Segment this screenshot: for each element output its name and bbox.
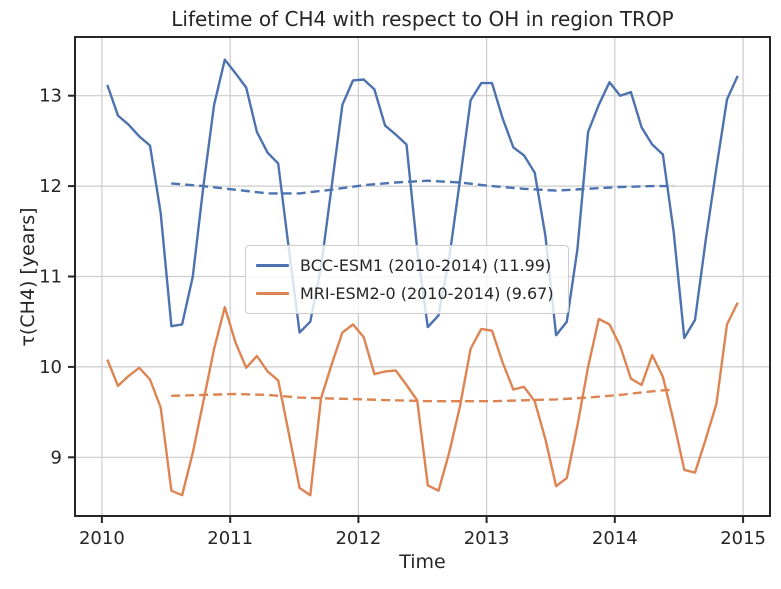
x-tick-label-2014: 2014 bbox=[592, 528, 638, 549]
legend-line-sample-blue bbox=[256, 264, 289, 267]
legend-label-bcc-esm1: BCC-ESM1 (2010-2014) (11.99) bbox=[300, 256, 552, 275]
y-axis-label: τ(CH4) [years] bbox=[17, 207, 39, 347]
y-tick-label-10: 10 bbox=[39, 357, 62, 378]
x-tick-label-2015: 2015 bbox=[720, 528, 766, 549]
legend-item-bcc-esm1: BCC-ESM1 (2010-2014) (11.99) bbox=[256, 253, 554, 278]
y-tick-label-9: 9 bbox=[51, 447, 62, 468]
chart-title: Lifetime of CH4 with respect to OH in re… bbox=[171, 7, 674, 31]
legend-line-sample-orange bbox=[256, 292, 289, 295]
x-tick-label-2011: 2011 bbox=[207, 528, 253, 549]
series-line-mri-esm2-0-monthly bbox=[106, 302, 739, 497]
x-tick-label-2013: 2013 bbox=[464, 528, 510, 549]
y-tick-label-12: 12 bbox=[39, 176, 62, 197]
legend: BCC-ESM1 (2010-2014) (11.99) MRI-ESM2-0 … bbox=[245, 245, 569, 314]
legend-label-mri-esm2-0: MRI-ESM2-0 (2010-2014) (9.67) bbox=[300, 284, 554, 303]
x-axis-label: Time bbox=[399, 551, 446, 573]
series-line-bcc-esm1-running-mean bbox=[171, 179, 674, 195]
y-tick-label-13: 13 bbox=[39, 86, 62, 107]
legend-item-mri-esm2-0: MRI-ESM2-0 (2010-2014) (9.67) bbox=[256, 281, 554, 306]
x-tick-label-2012: 2012 bbox=[335, 528, 381, 549]
x-tick-label-2010: 2010 bbox=[79, 528, 125, 549]
series-line-mri-esm2-0-running-mean bbox=[171, 388, 674, 403]
y-tick-label-11: 11 bbox=[39, 267, 62, 288]
